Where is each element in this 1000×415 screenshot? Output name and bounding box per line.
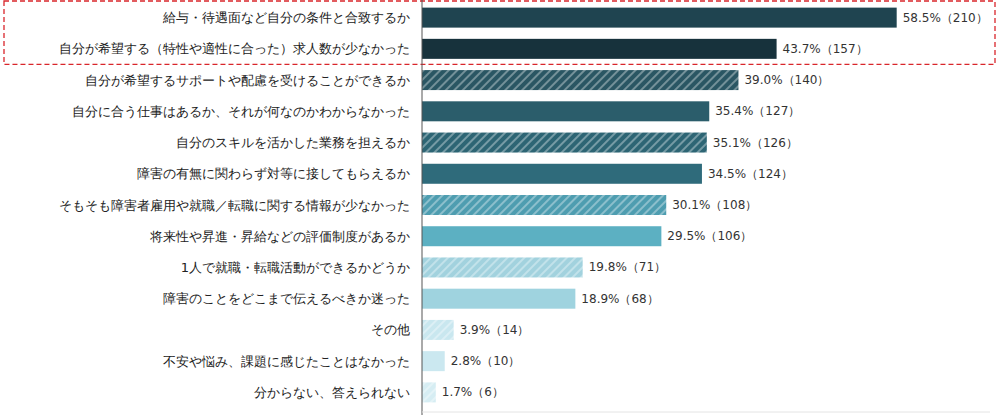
data-label: 1.7%（6） bbox=[442, 385, 504, 399]
chart: 給与・待遇面など自分の条件と合致するか 58.5%（210） 自分が希望する（特性や… bbox=[0, 0, 1000, 415]
value-axis-range bbox=[422, 412, 990, 413]
data-label: 3.9%（14） bbox=[460, 323, 530, 337]
bar bbox=[422, 382, 436, 402]
data-label: 35.1%（126） bbox=[713, 136, 798, 150]
data-label: 2.8%（10） bbox=[451, 354, 521, 368]
bar bbox=[422, 39, 777, 59]
bar bbox=[422, 101, 709, 121]
data-label: 19.8%（71） bbox=[589, 260, 666, 274]
data-label: 58.5%（210） bbox=[903, 11, 988, 25]
bar bbox=[422, 70, 738, 90]
bar bbox=[422, 351, 445, 371]
category-label: 障害の有無に関わらず対等に接してもらえるか bbox=[137, 166, 410, 181]
axis-baseline bbox=[422, 0, 423, 415]
category-label: 給与・待遇面など自分の条件と合致するか bbox=[162, 10, 410, 25]
data-label: 34.5%（124） bbox=[708, 167, 793, 181]
category-label: 1人で就職・転職活動ができるかどうか bbox=[181, 260, 410, 275]
category-label: 自分のスキルを活かした業務を担えるか bbox=[176, 135, 410, 150]
bar bbox=[422, 226, 661, 246]
labels: 給与・待遇面など自分の条件と合致するか 58.5%（210） 自分が希望する（特性や… bbox=[59, 10, 988, 400]
category-label: 不安や悩み、課題に感じたことはなかった bbox=[163, 354, 410, 369]
bar bbox=[422, 133, 707, 153]
highlight-box bbox=[4, 1, 995, 64]
category-label: その他 bbox=[371, 322, 410, 337]
category-label: 分からない、答えられない bbox=[254, 385, 410, 400]
category-label: 自分が希望する（特性や適性に合った）求人数が少なかった bbox=[59, 41, 410, 56]
bar bbox=[422, 257, 583, 277]
category-label: 自分に合う仕事はあるか、それが何なのかわからなかった bbox=[72, 104, 410, 119]
data-label: 30.1%（108） bbox=[672, 198, 757, 212]
bar bbox=[422, 8, 897, 28]
data-label: 39.0%（140） bbox=[744, 73, 829, 87]
bars bbox=[422, 8, 897, 403]
category-label: そもそも障害者雇用や就職／転職に関する情報が少なかった bbox=[59, 198, 410, 213]
bar bbox=[422, 164, 702, 184]
data-label: 43.7%（157） bbox=[783, 42, 868, 56]
page: {"chart_data": {"type": "bar", "orientat… bbox=[0, 0, 1000, 415]
data-label: 18.9%（68） bbox=[581, 292, 658, 306]
bar bbox=[422, 289, 575, 309]
category-label: 自分が希望するサポートや配慮を受けることができるか bbox=[85, 73, 410, 88]
category-label: 将来性や昇進・昇給などの評価制度があるか bbox=[149, 229, 410, 244]
data-label: 35.4%（127） bbox=[715, 104, 800, 118]
data-label: 29.5%（106） bbox=[667, 229, 752, 243]
bar bbox=[422, 195, 666, 215]
bar bbox=[422, 320, 454, 340]
category-label: 障害のことをどこまで伝えるべきか迷った bbox=[163, 291, 410, 306]
